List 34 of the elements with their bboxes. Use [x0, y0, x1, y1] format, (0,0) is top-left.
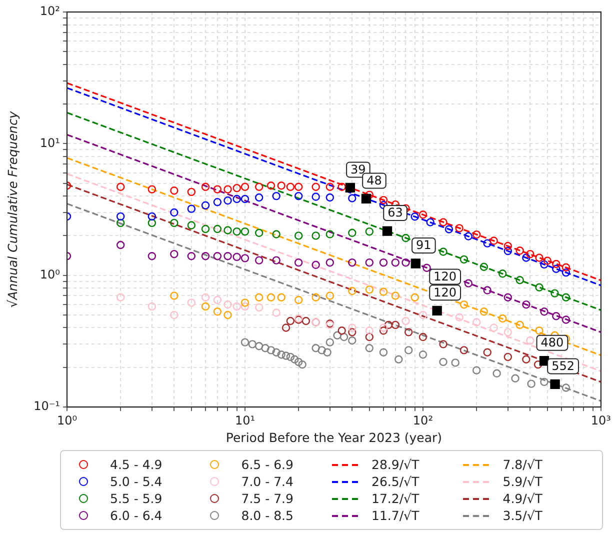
annotation: 480 — [540, 336, 564, 350]
legend-label: 5.9/√T — [502, 474, 542, 489]
x-tick-label: 10² — [412, 413, 434, 428]
legend-label: 7.0 - 7.4 — [241, 474, 294, 489]
y-axis-title: √Annual Cumulative Frequency — [4, 110, 20, 308]
annotation: 39 — [350, 162, 366, 176]
legend-label: 6.5 - 6.9 — [241, 457, 294, 472]
y-tick-label: 10⁻¹ — [34, 399, 60, 414]
legend-label: 4.9/√T — [502, 491, 542, 506]
x-tick-label: 10⁰ — [56, 413, 78, 428]
annotation: 48 — [366, 173, 382, 188]
legend-label: 6.0 - 6.4 — [110, 508, 162, 523]
legend-label: 4.5 - 4.9 — [110, 457, 162, 472]
annotation: 120 — [434, 285, 457, 300]
legend-label: 11.7/√T — [372, 508, 420, 523]
x-axis-title: Period Before the Year 2023 (year) — [226, 430, 442, 445]
x-tick-label: 10³ — [590, 413, 612, 428]
annotation: 120 — [434, 269, 457, 284]
legend-label: 28.9/√T — [372, 457, 420, 472]
legend-label: 26.5/√T — [372, 474, 420, 489]
y-tick-label: 10⁰ — [40, 267, 60, 282]
annotation: 552 — [552, 358, 574, 373]
legend-label: 7.5 - 7.9 — [241, 491, 294, 506]
legend-label: 3.5/√T — [502, 508, 542, 523]
y-tick-label: 10¹ — [40, 136, 60, 150]
legend-label: 5.0 - 5.4 — [110, 474, 162, 489]
legend-label: 7.8/√T — [502, 457, 542, 472]
legend-label: 17.2/√T — [372, 491, 420, 506]
y-tick-label: 10² — [40, 4, 60, 18]
legend-label: 5.5 - 5.9 — [110, 491, 162, 506]
annotation: 91 — [416, 238, 432, 252]
legend-label: 8.0 - 8.5 — [241, 508, 294, 523]
x-tick-label: 10¹ — [234, 413, 256, 428]
annotation: 63 — [388, 206, 403, 220]
